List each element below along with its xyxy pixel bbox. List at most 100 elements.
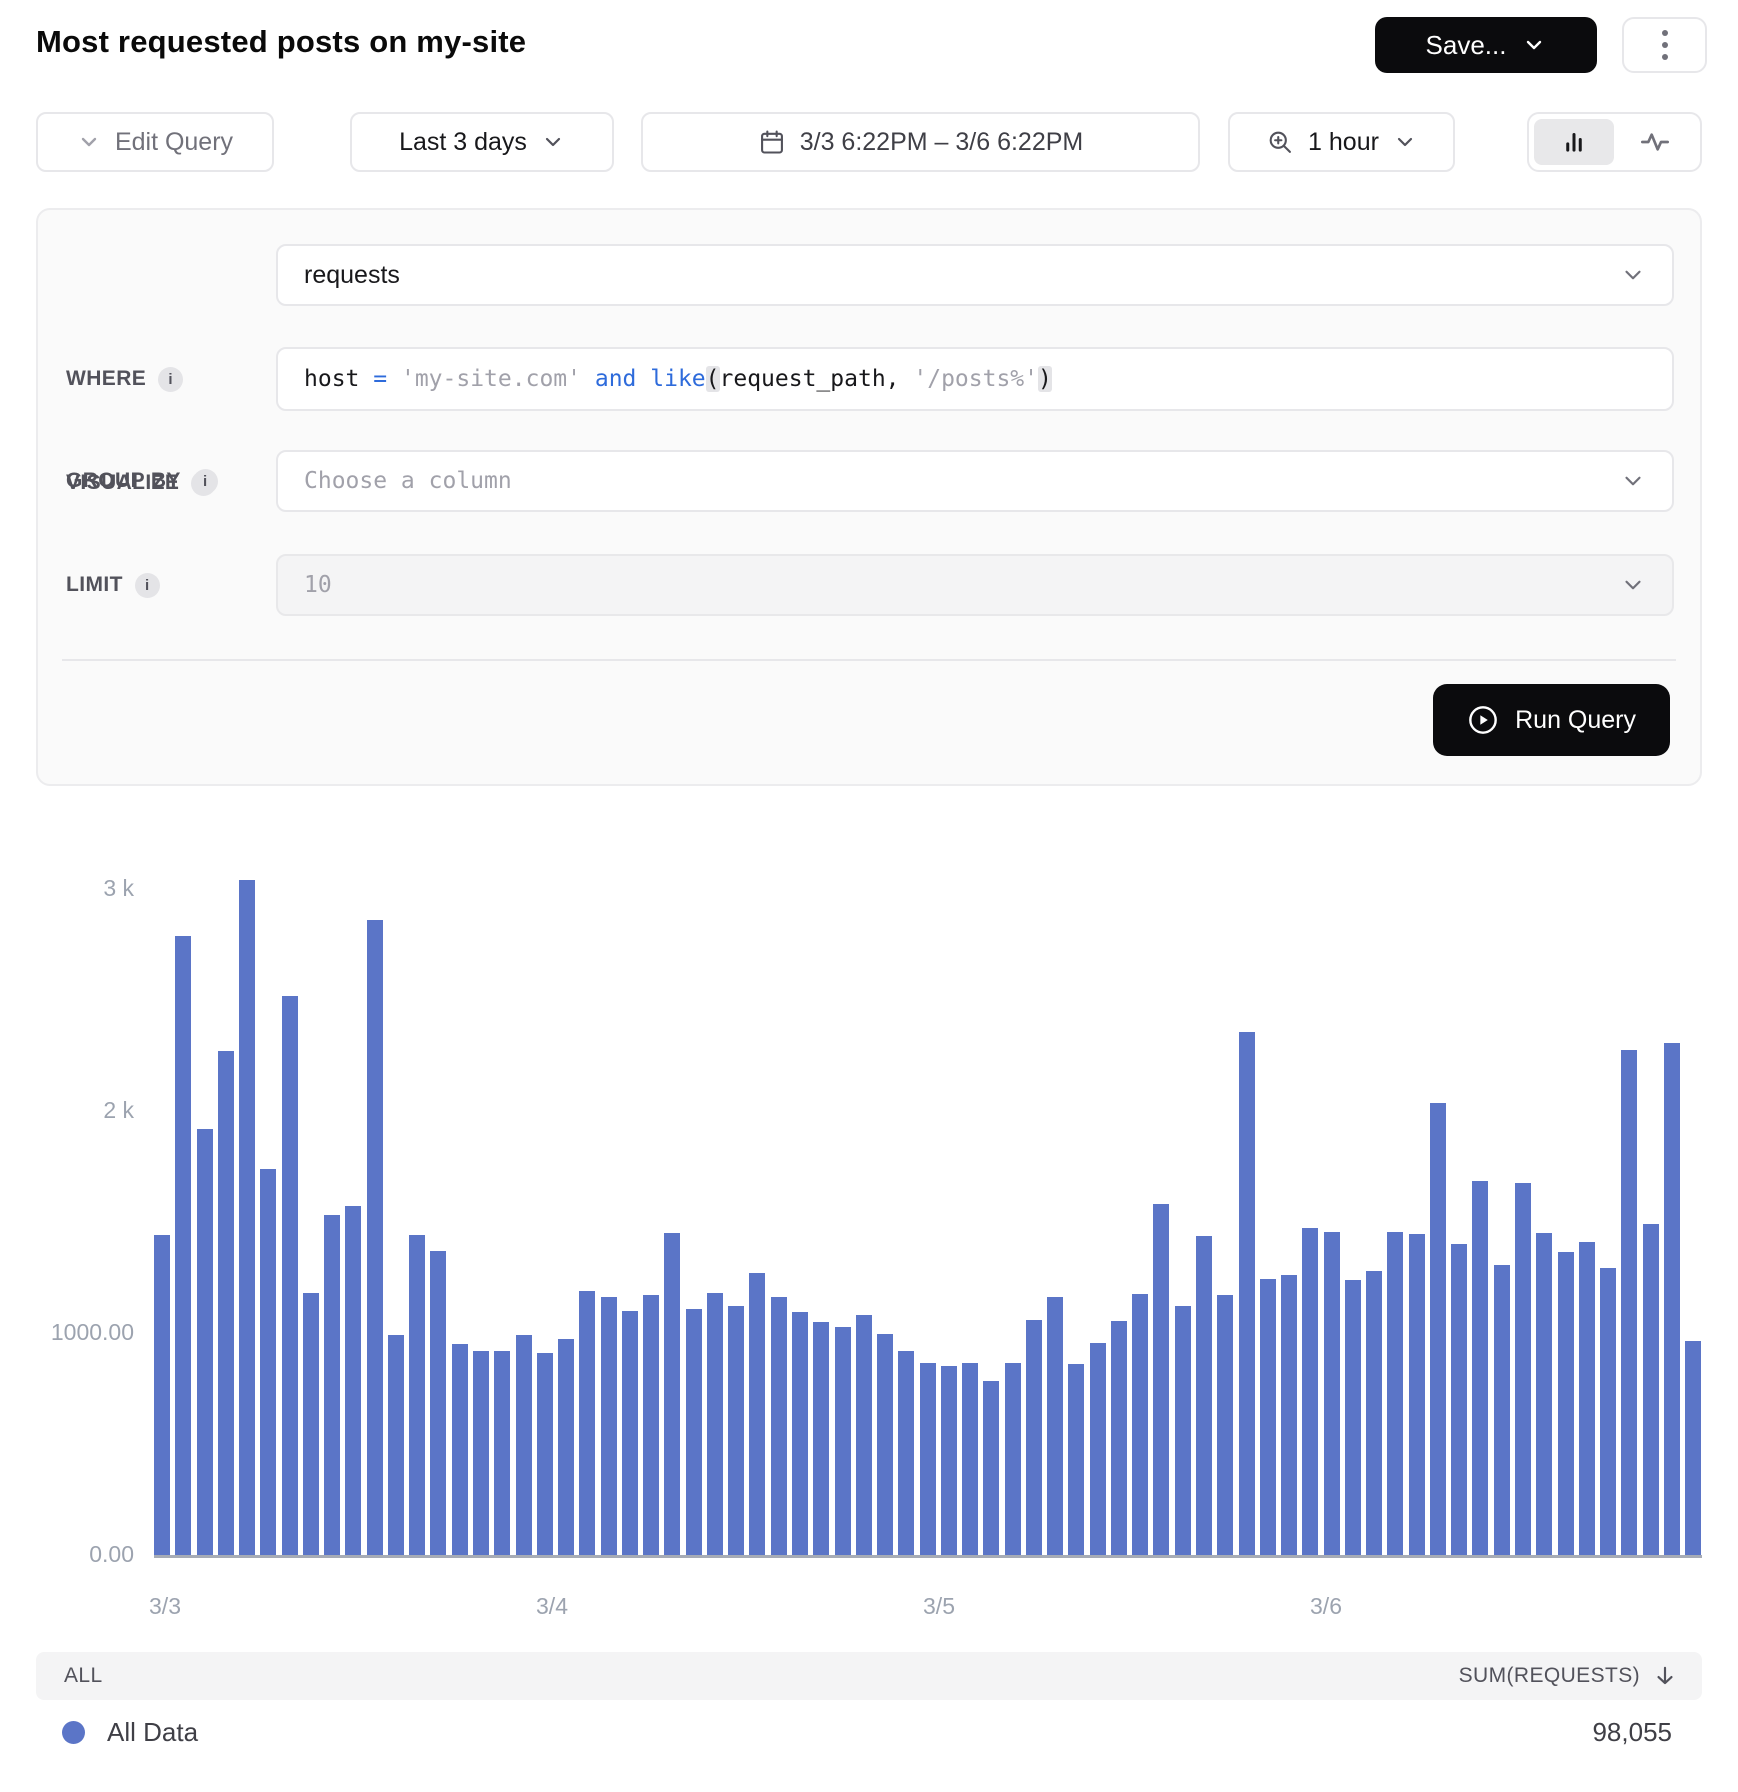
granularity-label: 1 hour bbox=[1308, 127, 1379, 156]
bar bbox=[1387, 1232, 1404, 1555]
y-axis-tick-label: 2 k bbox=[103, 1097, 134, 1123]
series-total: 98,055 bbox=[1592, 1716, 1672, 1747]
bar bbox=[643, 1295, 660, 1555]
group-by-label: GROUP BY i bbox=[66, 450, 218, 512]
bar bbox=[749, 1273, 766, 1555]
y-axis-tick-label: 1000.00 bbox=[50, 1319, 134, 1345]
group-column-header: ALL bbox=[64, 1664, 103, 1687]
bar bbox=[1025, 1320, 1042, 1555]
sum-requests-sort-header[interactable]: SUM(REQUESTS) bbox=[1459, 1663, 1678, 1689]
y-axis-tick-label: 3 k bbox=[103, 875, 134, 901]
bar bbox=[217, 1051, 234, 1555]
run-query-button[interactable]: Run Query bbox=[1433, 684, 1670, 756]
chart-plot-area[interactable] bbox=[154, 865, 1702, 1558]
bar bbox=[983, 1381, 1000, 1555]
group-by-placeholder: Choose a column bbox=[304, 468, 512, 494]
bar-chart: 0.00 1000.00 2 k 3 k 3/3 3/4 3/5 3/6 bbox=[36, 865, 1702, 1625]
chevron-down-icon bbox=[541, 130, 565, 154]
granularity-dropdown[interactable]: 1 hour bbox=[1228, 112, 1455, 172]
limit-value: 10 bbox=[304, 572, 332, 598]
time-preset-dropdown[interactable]: Last 3 days bbox=[350, 112, 614, 172]
group-by-select[interactable]: Choose a column bbox=[276, 450, 1674, 512]
x-axis-tick-label: 3/5 bbox=[923, 1593, 955, 1619]
bar bbox=[1557, 1252, 1574, 1555]
bar bbox=[302, 1293, 319, 1555]
bar bbox=[877, 1334, 894, 1555]
kebab-menu-button[interactable] bbox=[1622, 17, 1707, 73]
bar bbox=[175, 936, 192, 1555]
line-chart-toggle[interactable] bbox=[1615, 119, 1695, 165]
time-preset-label: Last 3 days bbox=[399, 127, 527, 156]
y-axis-tick-label: 0.00 bbox=[89, 1541, 134, 1567]
bar bbox=[706, 1293, 723, 1555]
chart-type-toggle bbox=[1527, 112, 1702, 172]
bar bbox=[834, 1327, 851, 1555]
bar bbox=[366, 920, 383, 1555]
bar bbox=[1536, 1233, 1553, 1555]
bar bbox=[1132, 1294, 1149, 1555]
where-code-editor[interactable]: host = 'my-site.com' and like(request_pa… bbox=[276, 347, 1674, 411]
bar bbox=[1493, 1265, 1510, 1555]
edit-query-label: Edit Query bbox=[114, 127, 234, 156]
bar bbox=[1281, 1275, 1298, 1555]
limit-label: LIMIT i bbox=[66, 554, 160, 616]
bar bbox=[409, 1235, 426, 1555]
bar bbox=[1578, 1242, 1595, 1555]
bar bbox=[1663, 1043, 1680, 1555]
bar-chart-icon bbox=[1559, 127, 1589, 157]
bar bbox=[1153, 1204, 1170, 1555]
query-builder-panel: VISUALIZE i requests WHERE i host = 'my-… bbox=[36, 208, 1702, 786]
bar-chart-toggle[interactable] bbox=[1534, 119, 1614, 165]
bar bbox=[1004, 1363, 1021, 1555]
bar bbox=[1366, 1271, 1383, 1555]
bar bbox=[600, 1297, 617, 1555]
bar bbox=[813, 1322, 830, 1555]
arrow-down-icon bbox=[1652, 1663, 1678, 1689]
panel-divider bbox=[62, 659, 1676, 661]
zoom-in-icon bbox=[1266, 128, 1294, 156]
bar bbox=[1429, 1103, 1446, 1555]
bar bbox=[1685, 1341, 1702, 1555]
bar bbox=[1621, 1050, 1638, 1555]
bar bbox=[855, 1315, 872, 1555]
calendar-icon bbox=[758, 128, 786, 156]
bar bbox=[1196, 1236, 1213, 1555]
bar bbox=[1068, 1364, 1085, 1555]
series-legend-item[interactable]: All Data bbox=[62, 1717, 198, 1748]
limit-select[interactable]: 10 bbox=[276, 554, 1674, 616]
bar bbox=[451, 1344, 468, 1555]
edit-query-toggle[interactable]: Edit Query bbox=[36, 112, 274, 172]
bar bbox=[515, 1335, 532, 1555]
bar bbox=[345, 1206, 362, 1555]
info-icon[interactable]: i bbox=[134, 572, 160, 598]
summary-table-header: ALL SUM(REQUESTS) bbox=[36, 1652, 1702, 1700]
bar bbox=[1451, 1244, 1468, 1555]
bar bbox=[1642, 1224, 1659, 1555]
kebab-icon bbox=[1661, 30, 1668, 36]
bar bbox=[1472, 1181, 1489, 1555]
visualize-select[interactable]: requests bbox=[276, 244, 1674, 306]
bar bbox=[1238, 1032, 1255, 1555]
x-axis-tick-label: 3/4 bbox=[536, 1593, 568, 1619]
activity-icon bbox=[1639, 126, 1671, 158]
chevron-down-icon bbox=[1393, 130, 1417, 154]
play-icon bbox=[1467, 704, 1499, 736]
chevron-down-icon bbox=[1620, 262, 1646, 288]
bar bbox=[685, 1309, 702, 1555]
chevron-down-icon bbox=[1620, 468, 1646, 494]
bar bbox=[196, 1129, 213, 1555]
bar bbox=[770, 1297, 787, 1555]
bar bbox=[664, 1233, 681, 1555]
bar bbox=[239, 880, 256, 1555]
bar bbox=[430, 1251, 447, 1555]
bar bbox=[898, 1351, 915, 1555]
info-icon[interactable]: i bbox=[192, 468, 218, 494]
bar bbox=[281, 996, 298, 1555]
save-button[interactable]: Save... bbox=[1375, 17, 1597, 73]
bar bbox=[919, 1363, 936, 1555]
date-range-picker[interactable]: 3/3 6:22PM – 3/6 6:22PM bbox=[641, 112, 1200, 172]
where-expression: host = 'my-site.com' and like(request_pa… bbox=[304, 366, 1052, 392]
chevron-down-icon bbox=[1522, 33, 1546, 57]
bar bbox=[324, 1215, 341, 1555]
info-icon[interactable]: i bbox=[158, 366, 184, 392]
